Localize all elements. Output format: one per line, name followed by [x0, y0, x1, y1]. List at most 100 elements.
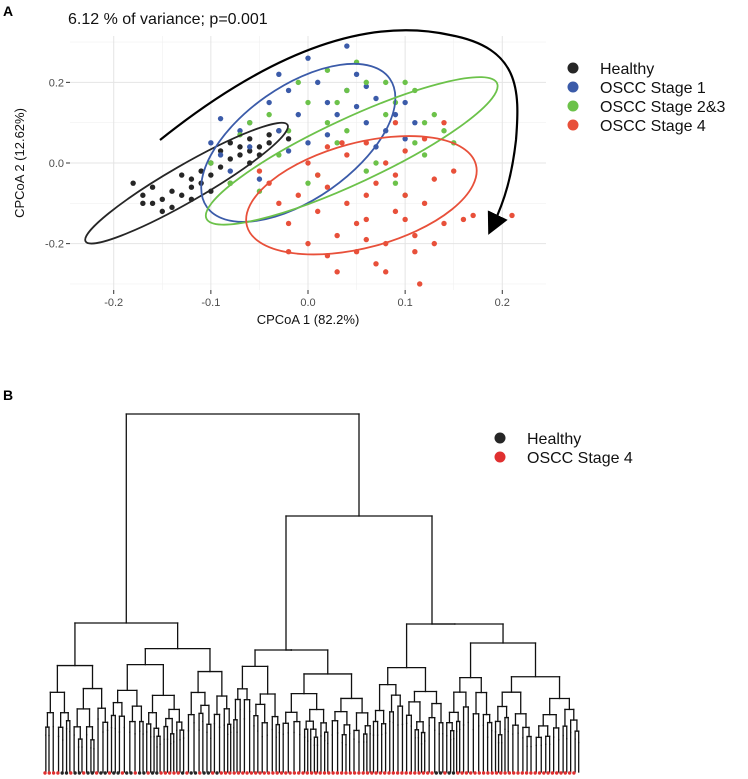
leaf-marker-62 [309, 771, 314, 775]
point-3-21 [509, 212, 515, 219]
leaf-marker-93 [443, 771, 447, 775]
point-3-22 [305, 160, 311, 166]
point-2-9 [383, 111, 389, 118]
point-2-0 [208, 160, 214, 166]
legend-b: Healthy OSCC Stage 4 [494, 431, 633, 467]
point-3-16 [431, 176, 437, 182]
leaf-marker-10 [86, 771, 90, 775]
leaf-marker-112 [524, 771, 529, 775]
y-tick-label-1: 0.0 [49, 158, 64, 170]
leaf-marker-18 [120, 771, 125, 775]
leaf-marker-117 [546, 771, 550, 775]
point-0-10 [227, 140, 233, 146]
leaf-marker-104 [490, 771, 494, 775]
leaf-marker-36 [198, 771, 202, 775]
leaf-marker-103 [486, 771, 490, 775]
legend-b-label-1: OSCC Stage 4 [527, 450, 633, 467]
point-3-46 [402, 216, 408, 223]
leaf-marker-13 [99, 771, 103, 775]
point-2-33 [334, 99, 340, 106]
leaf-marker-28 [163, 771, 168, 775]
point-1-21 [412, 119, 418, 126]
point-0-29 [140, 200, 146, 207]
leaf-marker-25 [150, 771, 155, 775]
leaf-marker-109 [512, 771, 516, 775]
point-3-37 [315, 172, 321, 178]
point-2-25 [324, 67, 331, 73]
point-1-32 [363, 83, 369, 90]
leaf-marker-108 [507, 771, 512, 775]
point-0-0 [130, 180, 136, 186]
x-tick-label-4: 0.2 [495, 297, 510, 309]
leaf-marker-22 [137, 771, 142, 775]
leaf-marker-120 [559, 771, 563, 775]
point-2-26 [363, 168, 369, 174]
leaf-marker-82 [395, 771, 400, 775]
leaf-marker-98 [464, 771, 469, 775]
leaf-marker-48 [249, 771, 254, 775]
point-0-14 [266, 132, 272, 138]
leaf-marker-72 [352, 771, 357, 775]
point-3-12 [392, 208, 399, 215]
legend-b-label-0: Healthy [527, 431, 581, 448]
leaf-marker-60 [301, 771, 305, 775]
leaf-marker-110 [516, 771, 520, 775]
leaf-marker-106 [499, 771, 503, 775]
leaf-marker-119 [555, 771, 559, 775]
point-3-14 [412, 232, 418, 239]
point-3-18 [451, 168, 457, 174]
leaf-marker-49 [254, 771, 258, 775]
point-2-22 [344, 128, 350, 134]
point-3-44 [339, 140, 345, 146]
legend-a-key-2 [567, 100, 579, 112]
leaf-marker-0 [43, 771, 47, 775]
point-0-30 [188, 176, 195, 182]
leaf-marker-64 [318, 771, 322, 775]
leaf-marker-114 [533, 771, 537, 775]
point-2-17 [373, 160, 379, 166]
point-3-15 [421, 200, 428, 207]
point-2-11 [421, 119, 428, 126]
leaf-marker-95 [451, 771, 456, 775]
leaf-marker-74 [361, 771, 365, 775]
point-0-4 [169, 188, 175, 194]
point-0-5 [179, 172, 185, 178]
leaf-marker-68 [335, 771, 340, 775]
leaf-marker-67 [331, 771, 335, 775]
leaf-marker-63 [314, 771, 318, 775]
arrow-path [159, 29, 519, 235]
legend-b-key-0 [494, 432, 506, 444]
point-3-39 [431, 240, 437, 247]
point-3-2 [295, 192, 301, 198]
point-3-20 [470, 212, 476, 219]
leaf-marker-111 [520, 771, 524, 775]
leaf-marker-38 [206, 771, 211, 775]
point-1-19 [392, 111, 399, 118]
leaf-marker-83 [400, 771, 404, 775]
leaf-marker-35 [193, 771, 198, 775]
point-2-27 [421, 152, 428, 158]
leaf-marker-26 [155, 771, 159, 775]
point-0-3 [159, 208, 165, 215]
point-1-28 [217, 115, 224, 122]
point-2-8 [363, 79, 369, 86]
point-1-25 [247, 144, 253, 150]
leaf-marker-80 [387, 771, 391, 775]
leaf-marker-102 [481, 771, 486, 775]
leaf-marker-76 [370, 771, 374, 775]
point-1-2 [227, 168, 233, 174]
leaf-marker-70 [344, 771, 348, 775]
point-0-22 [217, 164, 224, 170]
leaf-marker-89 [426, 771, 430, 775]
leaf-marker-20 [129, 771, 133, 775]
leaf-marker-123 [572, 771, 576, 775]
point-2-6 [324, 119, 331, 126]
legend-b-key-1 [494, 451, 506, 463]
leaf-marker-41 [219, 771, 223, 775]
leaf-marker-105 [494, 771, 499, 775]
point-1-7 [276, 128, 282, 134]
leaf-marker-32 [180, 771, 185, 775]
leaf-marker-2 [51, 771, 56, 775]
point-3-9 [363, 216, 369, 223]
